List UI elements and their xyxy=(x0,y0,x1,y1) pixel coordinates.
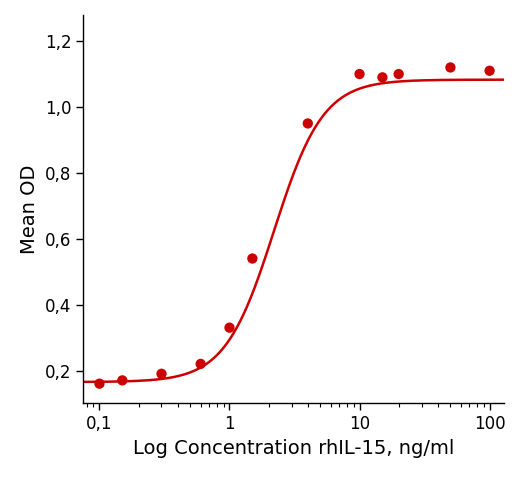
Point xyxy=(446,63,454,71)
Point xyxy=(378,73,386,81)
Point xyxy=(225,324,233,332)
Point xyxy=(355,70,363,78)
Point xyxy=(248,254,256,262)
Point xyxy=(118,376,126,384)
Point xyxy=(158,370,166,378)
Point xyxy=(304,120,312,127)
X-axis label: Log Concentration rhIL-15, ng/ml: Log Concentration rhIL-15, ng/ml xyxy=(133,439,454,458)
Point xyxy=(486,67,494,75)
Point xyxy=(95,380,103,388)
Y-axis label: Mean OD: Mean OD xyxy=(20,164,39,254)
Point xyxy=(395,70,403,78)
Point xyxy=(197,360,205,368)
